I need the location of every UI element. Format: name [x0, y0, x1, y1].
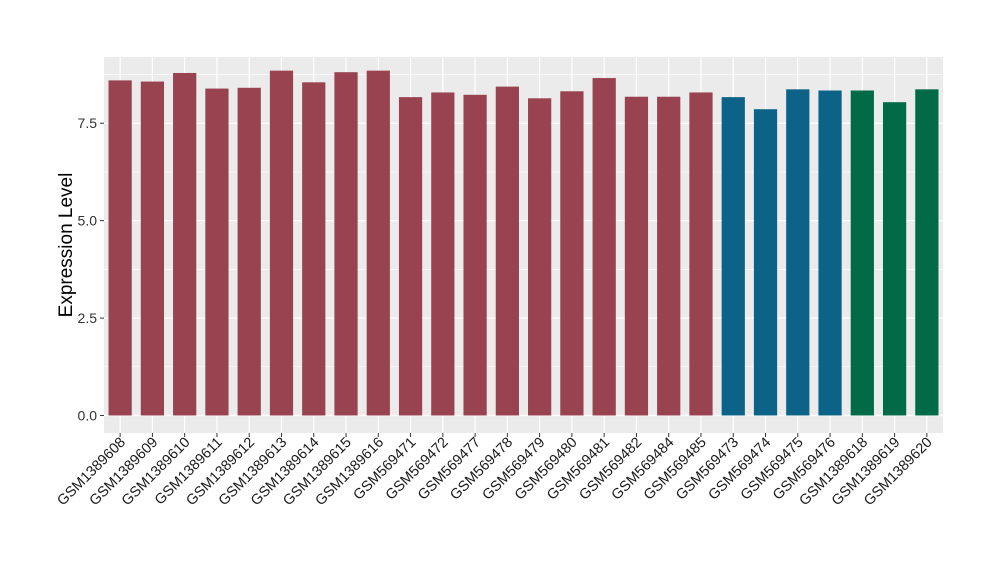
- bar-GSM1389620: [915, 89, 939, 416]
- bar-GSM1389614: [302, 82, 326, 416]
- bar-GSM1389618: [850, 90, 874, 416]
- bar-GSM569478: [495, 86, 519, 416]
- bar-GSM569475: [786, 89, 810, 416]
- bar-GSM569471: [398, 97, 423, 416]
- bar-GSM569479: [528, 98, 552, 416]
- y-tick-label: 5.0: [78, 213, 98, 229]
- bar-GSM1389608: [108, 80, 132, 416]
- bars-group: [108, 70, 939, 416]
- plot-panel: [104, 57, 943, 433]
- bar-GSM569474: [753, 109, 778, 416]
- bar-GSM569472: [431, 92, 455, 416]
- bar-GSM1389609: [140, 81, 165, 416]
- bar-GSM569481: [592, 78, 616, 416]
- bar-GSM569476: [818, 90, 842, 416]
- bar-GSM569473: [721, 97, 745, 416]
- bar-GSM569485: [689, 92, 713, 416]
- bar-GSM1389613: [269, 70, 294, 416]
- y-tick-label: 0.0: [78, 407, 98, 423]
- bar-GSM1389616: [366, 70, 390, 416]
- x-axis: GSM1389608GSM1389609GSM1389610GSM1389611…: [54, 433, 936, 509]
- bar-GSM569480: [560, 91, 584, 416]
- bar-GSM1389612: [237, 87, 261, 416]
- bar-GSM569477: [463, 94, 487, 416]
- y-axis-title: Expression Level: [56, 173, 77, 318]
- bar-GSM1389610: [173, 72, 197, 416]
- bar-GSM1389615: [334, 72, 358, 416]
- y-axis: 0.0 2.5 5.0 7.5: [78, 115, 104, 423]
- bar-GSM569482: [624, 96, 649, 416]
- y-tick-label: 7.5: [78, 115, 98, 131]
- bar-GSM1389611: [205, 88, 229, 416]
- y-tick-label: 2.5: [78, 310, 98, 326]
- bar-GSM1389619: [882, 102, 907, 416]
- bar-GSM569484: [657, 96, 681, 416]
